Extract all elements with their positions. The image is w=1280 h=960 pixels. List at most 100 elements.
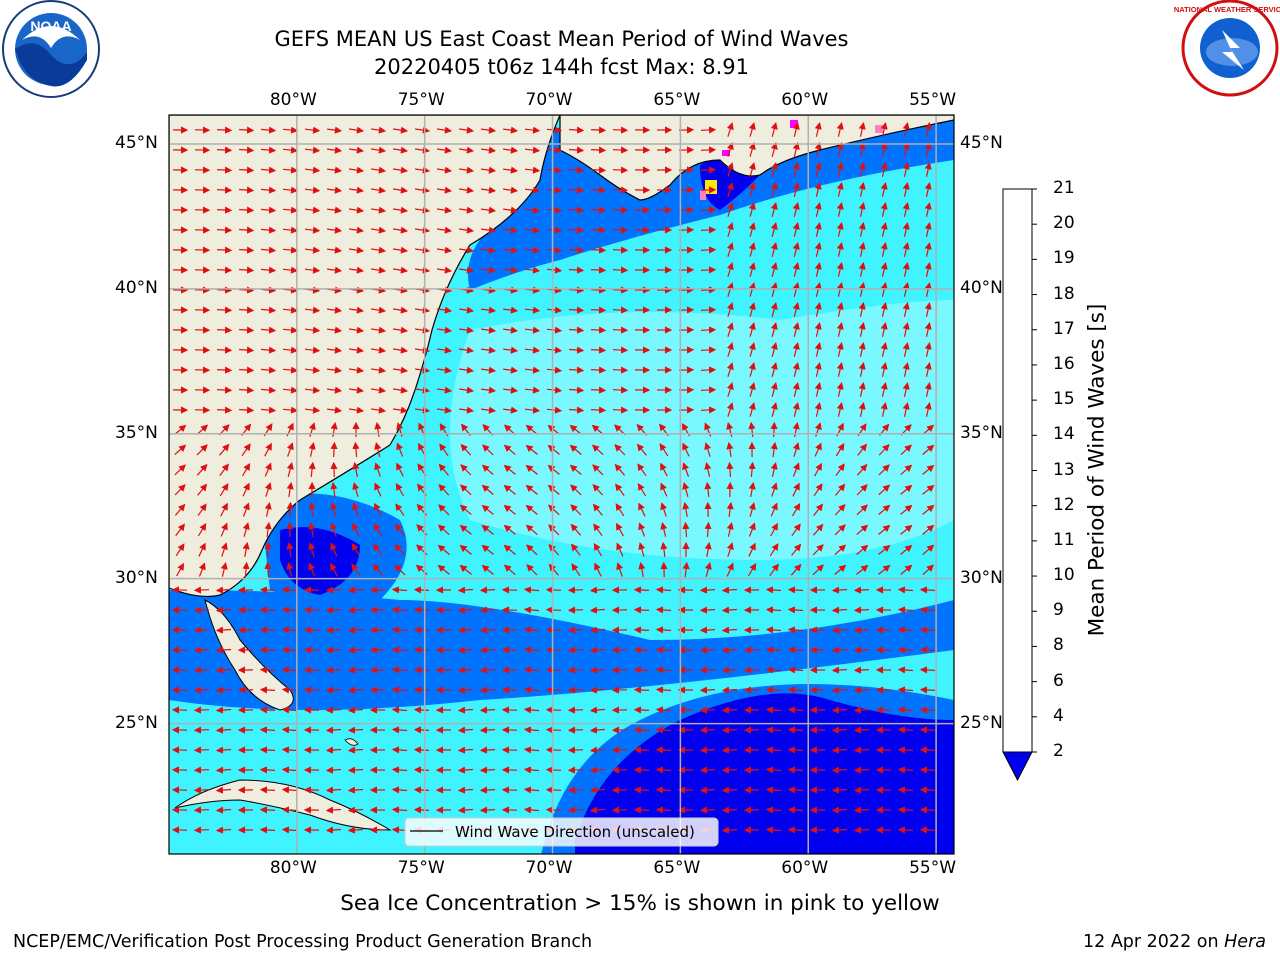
wave-arrow — [325, 586, 342, 594]
wave-arrow — [546, 266, 563, 274]
wave-arrow — [352, 482, 360, 497]
wave-arrow — [259, 626, 276, 634]
wave-arrow — [481, 306, 497, 314]
wave-arrow — [655, 646, 672, 654]
wave-arrow — [637, 463, 647, 477]
lon-label-bottom: 80°W — [269, 858, 317, 878]
wave-arrow — [260, 346, 277, 354]
short-period-band — [169, 590, 954, 710]
wave-arrow — [568, 306, 585, 314]
chart-subtitle: 20220405 t06z 144h fcst Max: 8.91 — [374, 55, 749, 79]
wave-arrow — [856, 524, 869, 536]
wave-arrow — [481, 564, 494, 575]
wave-arrow — [546, 166, 563, 174]
wave-arrow — [282, 126, 299, 134]
wave-arrow — [327, 146, 343, 154]
wave-arrow — [726, 501, 734, 517]
wave-arrow — [174, 503, 186, 516]
wave-arrow — [726, 382, 734, 397]
wave-arrow — [242, 482, 250, 497]
wave-arrow — [858, 142, 866, 157]
wave-arrow — [568, 326, 585, 334]
wave-arrow — [193, 786, 210, 794]
wave-arrow — [700, 166, 717, 174]
wave-arrow — [721, 586, 738, 594]
wave-arrow — [633, 726, 650, 734]
wave-arrow — [836, 402, 844, 417]
wave-arrow — [814, 262, 822, 277]
wave-arrow — [304, 226, 321, 234]
wave-arrow — [748, 402, 756, 417]
wave-arrow — [660, 462, 668, 477]
wave-arrow — [503, 544, 516, 555]
wave-arrow — [349, 326, 365, 334]
wave-arrow — [924, 322, 932, 337]
wave-arrow — [282, 166, 299, 174]
wave-arrow — [858, 342, 866, 357]
wave-arrow — [592, 503, 603, 516]
wave-arrow — [391, 706, 408, 714]
wave-arrow — [612, 306, 629, 314]
wave-arrow — [481, 246, 497, 254]
wave-arrow — [636, 443, 647, 456]
wave-arrow — [814, 302, 822, 317]
wave-arrow — [546, 386, 563, 394]
wave-arrow — [259, 746, 276, 754]
lon-label-top: 70°W — [525, 90, 573, 110]
wave-arrow — [748, 542, 756, 557]
wave-arrow — [792, 322, 800, 337]
wave-arrow — [308, 461, 316, 478]
wave-arrow — [437, 406, 453, 414]
wave-arrow — [347, 606, 364, 614]
wave-arrow — [238, 226, 255, 234]
wave-arrow — [457, 606, 474, 614]
wave-arrow — [374, 482, 382, 497]
wave-arrow — [391, 806, 408, 814]
wave-arrow — [831, 586, 848, 594]
wave-arrow — [325, 786, 342, 794]
wave-arrow — [330, 461, 338, 478]
wave-arrow — [769, 543, 779, 557]
wave-arrow — [415, 146, 431, 154]
wave-arrow — [836, 382, 844, 397]
noaa-logo-text: NOAA — [30, 18, 71, 34]
wave-arrow — [391, 666, 408, 674]
lon-label-top: 75°W — [397, 90, 445, 110]
wave-arrow — [853, 606, 870, 614]
wave-arrow — [503, 444, 516, 456]
wave-arrow — [765, 806, 782, 814]
wave-arrow — [325, 706, 342, 714]
wave-arrow — [919, 646, 936, 654]
wave-arrow — [853, 626, 870, 634]
wave-arrow — [813, 503, 824, 516]
chart-title: GEFS MEAN US East Coast Mean Period of W… — [274, 27, 849, 51]
wave-arrow — [545, 786, 562, 794]
wave-arrow — [721, 646, 738, 654]
wave-arrow — [238, 346, 255, 354]
lon-label-bottom: 60°W — [781, 858, 829, 878]
wave-arrow — [373, 543, 383, 556]
wave-arrow — [503, 126, 519, 134]
wave-arrow — [919, 806, 936, 814]
wave-arrow — [633, 626, 650, 634]
wave-arrow — [459, 386, 475, 394]
wave-arrow — [215, 746, 232, 754]
wave-arrow — [503, 504, 516, 515]
wave-arrow — [878, 544, 891, 555]
wave-arrow — [546, 326, 563, 334]
wave-arrow — [612, 126, 629, 134]
lat-label-left: 25°N — [115, 712, 158, 733]
wave-arrow — [900, 564, 913, 575]
wave-arrow — [174, 464, 186, 476]
wave-arrow — [391, 786, 408, 794]
wave-arrow — [325, 606, 342, 614]
wave-arrow — [568, 366, 585, 374]
wave-arrow — [238, 146, 255, 154]
wave-arrow — [193, 706, 210, 714]
wave-arrow — [437, 524, 450, 536]
wave-arrow — [792, 262, 800, 277]
wave-arrow — [459, 524, 472, 535]
wave-arrow — [525, 524, 538, 536]
sea-ice-pink — [700, 190, 706, 200]
wave-arrow — [373, 523, 383, 537]
